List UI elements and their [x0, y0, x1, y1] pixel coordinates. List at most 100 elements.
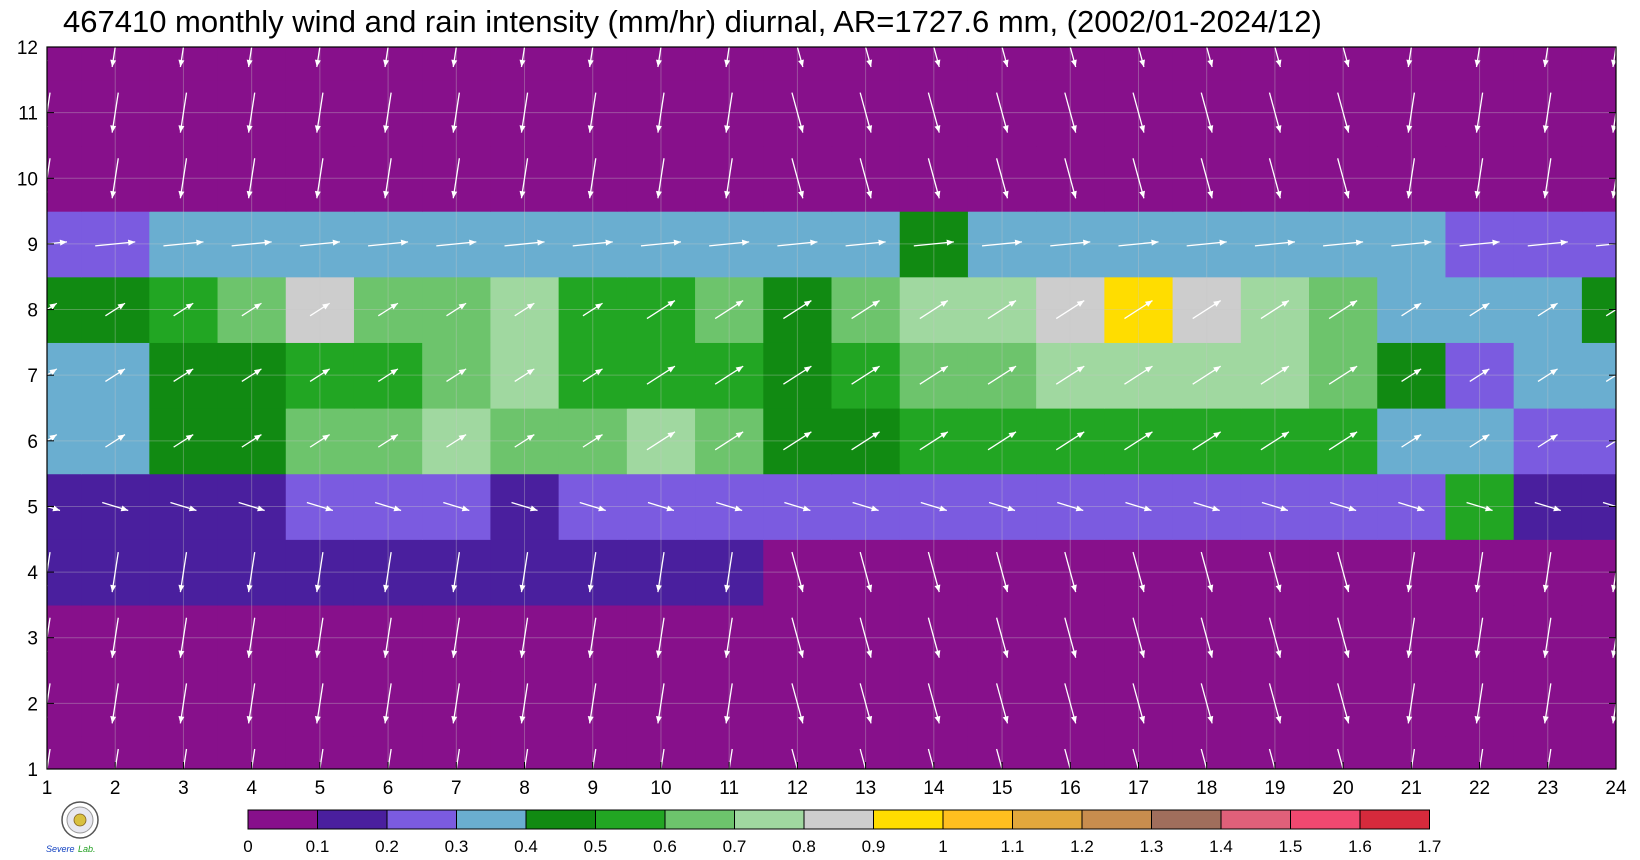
x-tick-label: 24: [1605, 778, 1627, 799]
wind-arrow-head: [1002, 715, 1009, 724]
wind-arrow-head: [383, 125, 390, 133]
wind-arrow: [47, 551, 51, 577]
rain-cell: [1172, 47, 1242, 81]
colorbar-label: 1.5: [1279, 837, 1303, 856]
wind-arrow-head: [1275, 650, 1282, 658]
wind-arrow-head: [314, 650, 321, 658]
colorbar-swatch: [1151, 809, 1222, 830]
wind-arrow-head: [871, 505, 879, 512]
x-tick-label: 10: [650, 778, 671, 799]
wind-arrow-head: [940, 366, 948, 373]
wind-arrow-head: [390, 434, 398, 441]
wind-arrow: [387, 748, 392, 769]
wind-arrow-head: [655, 59, 662, 67]
wind-arrow-head: [1474, 190, 1481, 199]
wind-arrow-head: [724, 650, 731, 658]
wind-arrow-head: [1007, 505, 1016, 512]
wind-arrow-head: [1343, 125, 1350, 133]
wind-arrow-head: [451, 650, 458, 658]
wind-arrow-head: [178, 59, 185, 67]
y-tick-label: 1: [27, 760, 38, 781]
severe-storm-lab-logo: Severe Lab.: [46, 801, 99, 854]
colorbar-label: 0.5: [584, 837, 608, 856]
wind-arrow-head: [1542, 715, 1549, 724]
wind-arrow-head: [939, 505, 947, 512]
wind-arrow: [455, 748, 461, 769]
wind-arrow-head: [1281, 431, 1289, 439]
wind-arrow-head: [1618, 369, 1626, 375]
wind-arrow-head: [1002, 59, 1009, 67]
y-tick-label: 10: [17, 169, 38, 190]
wind-arrow-head: [1014, 239, 1023, 246]
wind-arrow-head: [1008, 431, 1017, 439]
y-tick-label: 7: [27, 366, 38, 387]
colorbar-swatch: [664, 809, 735, 830]
wind-arrow: [1132, 748, 1140, 769]
wind-arrow: [1602, 501, 1616, 508]
rain-cell: [1513, 47, 1583, 81]
wind-arrow-head: [1281, 300, 1289, 307]
colorbar-label: 1.6: [1348, 837, 1372, 856]
wind-arrow-head: [1416, 505, 1425, 512]
wind-arrow-head: [802, 505, 811, 512]
y-tick-label: 9: [27, 235, 38, 256]
wind-arrow-head: [1542, 190, 1549, 199]
wind-arrow-head: [1070, 125, 1077, 133]
wind-arrow-head: [314, 59, 321, 67]
wind-arrow: [47, 617, 51, 643]
wind-arrow-head: [1212, 505, 1220, 512]
wind-arrow-head: [1542, 584, 1549, 593]
x-tick-label: 4: [246, 778, 257, 799]
colorbar-label: 1.4: [1209, 837, 1233, 856]
wind-arrow-head: [734, 505, 743, 512]
rain-cells: [47, 47, 1616, 769]
colorbar-label: 1.2: [1070, 837, 1094, 856]
wind-arrow-head: [253, 303, 262, 310]
wind-arrow-head: [1474, 59, 1481, 67]
wind-arrow-head: [1611, 715, 1616, 724]
wind-arrow-head: [1560, 239, 1568, 246]
wind-arrow-head: [383, 650, 390, 658]
wind-arrow-head: [934, 59, 941, 67]
wind-arrow-head: [110, 650, 117, 658]
wind-arrow-head: [1213, 366, 1221, 373]
wind-arrow: [791, 748, 799, 769]
wind-arrow-head: [810, 239, 818, 246]
wind-arrow-head: [1275, 715, 1282, 724]
wind-arrow-head: [605, 239, 613, 246]
wind-arrow-head: [1139, 715, 1145, 724]
wind-arrow-head: [1207, 125, 1214, 133]
wind-arrow-head: [178, 584, 185, 593]
wind-arrow-head: [314, 125, 321, 133]
wind-arrow: [1200, 748, 1208, 769]
y-tick-label: 5: [27, 497, 38, 518]
wind-arrow-head: [803, 431, 812, 439]
wind-arrow: [1410, 748, 1416, 769]
wind-arrow-head: [253, 368, 262, 376]
rain-cell: [1240, 47, 1310, 81]
wind-arrow-head: [1611, 59, 1616, 67]
wind-arrow: [1547, 748, 1552, 769]
wind-arrow-head: [595, 368, 603, 376]
wind-arrow: [728, 748, 733, 769]
wind-arrow-head: [655, 190, 662, 199]
wind-arrow-head: [110, 59, 117, 67]
colorbar-swatch: [247, 809, 318, 830]
wind-arrow-head: [178, 125, 185, 133]
wind-arrow-head: [1002, 190, 1009, 199]
colorbar-swatch: [595, 809, 666, 830]
x-tick-label: 18: [1196, 778, 1217, 799]
wind-arrow-head: [178, 715, 185, 724]
x-tick-label: 6: [383, 778, 394, 799]
wind-arrow-head: [866, 584, 873, 593]
wind-arrow-head: [735, 366, 744, 373]
wind-arrow-head: [1542, 650, 1549, 658]
wind-arrow-head: [246, 125, 253, 133]
wind-arrow-head: [49, 303, 57, 310]
wind-arrow-head: [314, 190, 321, 199]
wind-arrow-head: [1553, 505, 1561, 512]
wind-arrow-head: [741, 239, 750, 246]
y-tick-label: 6: [27, 432, 38, 453]
wind-arrow-head: [383, 190, 390, 199]
wind-arrow-head: [1618, 303, 1626, 309]
